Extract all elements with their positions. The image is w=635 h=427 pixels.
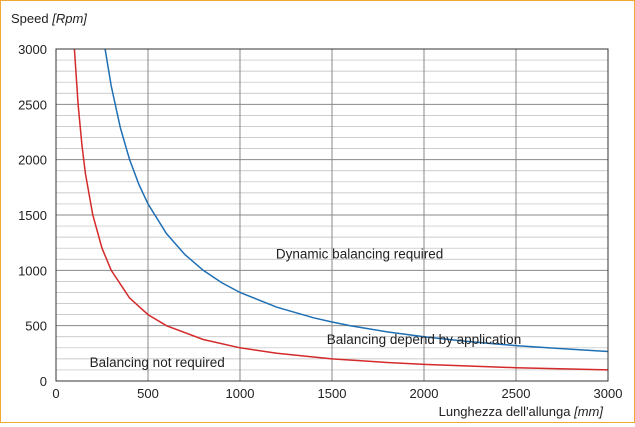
curves [73, 48, 609, 371]
x-tick-label: 2000 [410, 386, 439, 401]
x-tick-label: 0 [52, 386, 59, 401]
x-axis-label: Lunghezza dell'allunga [mm] [439, 404, 604, 419]
annotation-label: Balancing depend by application [327, 332, 521, 347]
y-tick-label: 0 [40, 374, 47, 389]
y-axis-label-text: Speed [11, 11, 49, 26]
plot-border [55, 48, 609, 382]
x-tick-label: 1000 [226, 386, 255, 401]
x-axis-label-unit: [mm] [573, 404, 603, 419]
x-axis-label-text: Lunghezza dell'allunga [439, 404, 572, 419]
series-line-1 [104, 48, 609, 353]
x-tick-label: 3000 [594, 386, 623, 401]
x-tick-label: 1500 [318, 386, 347, 401]
y-tick-label: 1500 [18, 208, 47, 223]
y-tick-label: 3000 [18, 42, 47, 57]
series-line-2 [73, 48, 609, 371]
tick-labels: 0 500 1000 1500 2000 2500 3000 0 500 1000 1500 2000… [18, 42, 622, 401]
annotations: Dynamic balancing required Balancing depe… [90, 247, 522, 370]
annotation-label: Balancing not required [90, 355, 225, 370]
x-tick-label: 2500 [502, 386, 531, 401]
annotation-label: Dynamic balancing required [276, 247, 443, 262]
y-axis-label: Speed [Rpm] [11, 11, 87, 26]
y-tick-label: 1000 [18, 263, 47, 278]
y-axis-label-unit: [Rpm] [51, 11, 87, 26]
y-tick-label: 2000 [18, 153, 47, 168]
y-tick-label: 2500 [18, 97, 47, 112]
y-tick-label: 500 [25, 319, 47, 334]
x-tick-label: 500 [137, 386, 159, 401]
